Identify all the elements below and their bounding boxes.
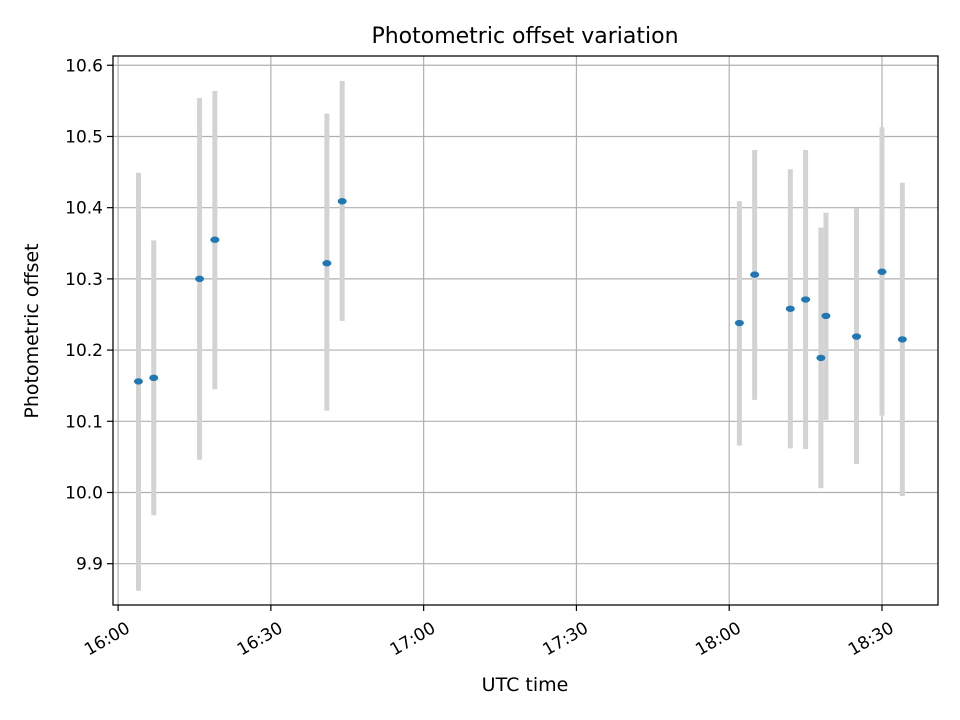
data-point	[897, 336, 907, 343]
y-tick-label: 10.4	[65, 199, 103, 219]
data-point	[801, 296, 811, 303]
data-point	[852, 333, 862, 340]
chart-title: Photometric offset variation	[371, 24, 678, 49]
data-point	[816, 354, 826, 362]
data-point	[785, 305, 795, 312]
x-axis-label: UTC time	[482, 674, 569, 696]
data-point	[133, 378, 143, 385]
data-point	[210, 236, 220, 243]
y-tick-label: 9.9	[76, 555, 103, 575]
data-points	[133, 198, 907, 385]
data-point	[322, 260, 332, 267]
data-point	[750, 271, 760, 278]
y-tick-label: 10.5	[65, 127, 103, 147]
y-axis-ticks: 9.9 10.0 10.1 10.2 10.3 10.4 10.5 10.6	[65, 56, 113, 575]
y-tick-label: 10.0	[65, 483, 103, 503]
y-tick-label: 10.2	[65, 341, 103, 361]
data-point	[195, 275, 205, 283]
data-point	[149, 374, 159, 382]
data-point	[337, 198, 347, 205]
y-tick-label: 10.6	[65, 56, 103, 76]
data-point	[877, 268, 887, 275]
y-tick-label: 10.1	[65, 412, 103, 432]
data-point	[821, 312, 831, 320]
y-axis-label: Photometric offset	[21, 243, 43, 418]
data-point	[734, 319, 744, 327]
y-tick-label: 10.3	[65, 270, 103, 290]
plot-area-frame	[112, 55, 939, 606]
